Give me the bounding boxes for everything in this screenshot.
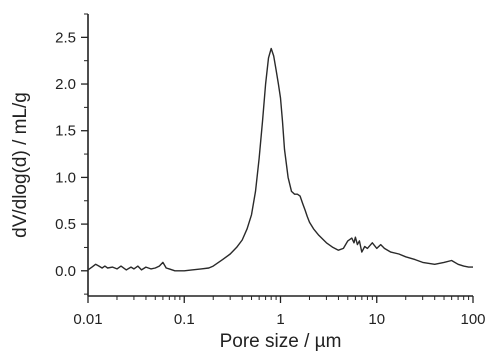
x-axis-title: Pore size / µm (220, 331, 342, 352)
series-line-0 (87, 47, 473, 272)
y-tick-label: 0.5 (55, 216, 76, 233)
x-tick-label: 1 (276, 311, 284, 328)
x-tick-label: 0.01 (73, 311, 102, 328)
y-tick-label: 1.0 (55, 169, 76, 186)
x-tick-label: 0.1 (174, 311, 195, 328)
y-tick-label: 2.0 (55, 76, 76, 93)
y-tick-label: 1.5 (55, 123, 76, 140)
x-ticks: 0.01 0.1 1 10 100 (73, 296, 486, 328)
series-group (87, 47, 473, 272)
x-tick-label: 100 (460, 311, 485, 328)
y-axis-title: dV/dlog(d) / mL/g (10, 92, 31, 238)
axes (87, 14, 473, 297)
y-tick-label: 0.0 (55, 263, 76, 280)
y-tick-label: 2.5 (55, 29, 76, 46)
x-tick-label: 10 (368, 311, 385, 328)
y-ticks: 0.0 0.5 1.0 1.5 2.0 2.5 (55, 13, 88, 295)
